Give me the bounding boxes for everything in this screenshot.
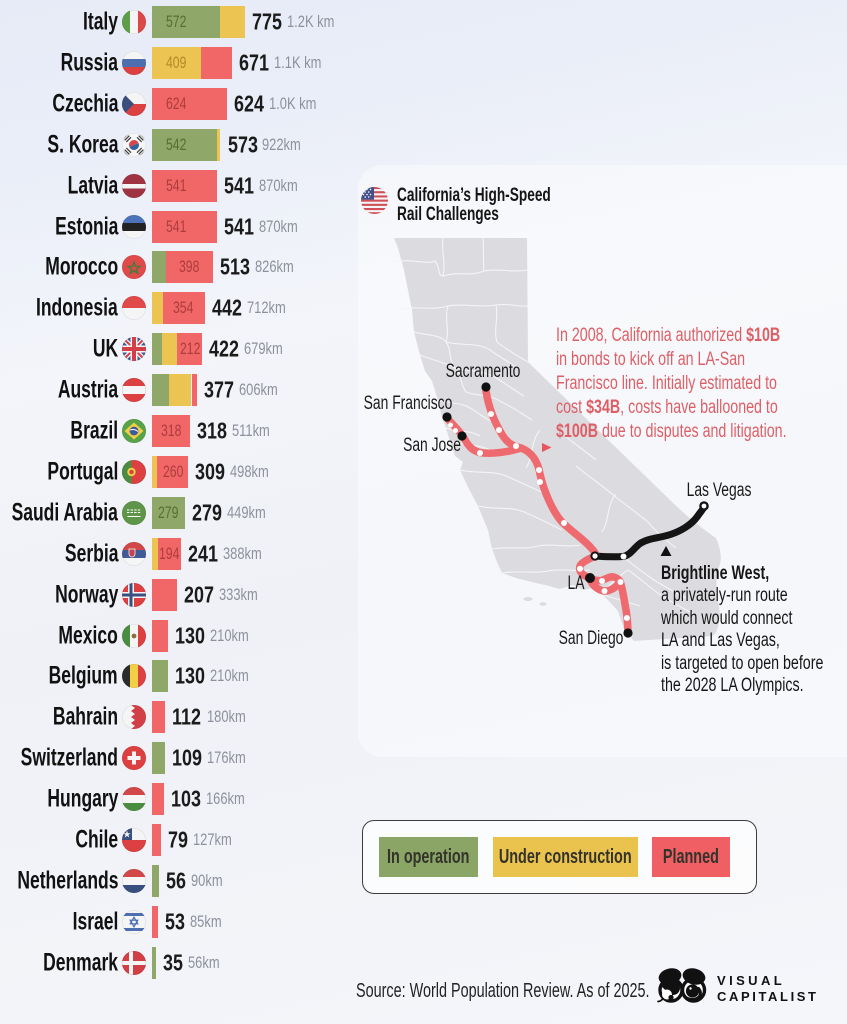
svg-text:CAPITALIST: CAPITALIST	[717, 989, 819, 1004]
svg-text:VISUAL: VISUAL	[717, 973, 785, 988]
